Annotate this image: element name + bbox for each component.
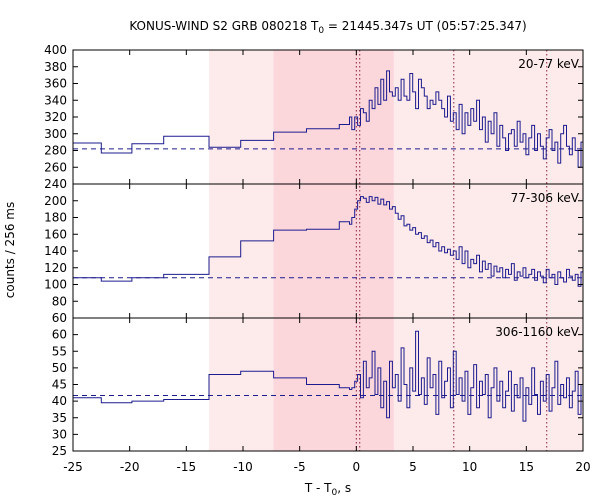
panel-3-y-tick-label: 50 <box>52 361 67 375</box>
panel-2-y-tick-label: 120 <box>44 261 67 275</box>
x-tick-label: 15 <box>519 460 534 474</box>
panel-3-y-tick-label: 40 <box>52 394 67 408</box>
panel-2-y-tick-label: 140 <box>44 244 67 258</box>
panel-2-y-tick-label: 160 <box>44 227 67 241</box>
panel-1-y-tick-label: 340 <box>44 93 67 107</box>
x-tick-label: -5 <box>294 460 306 474</box>
x-axis-label-main: T - T <box>304 481 332 495</box>
panel-1-light-curve <box>73 70 583 168</box>
shaded-region-1 <box>209 50 583 451</box>
panel-1-energy-label: 20-77 keV <box>518 57 580 71</box>
x-tick-label: 20 <box>575 460 590 474</box>
panel-1-y-tick-label: 360 <box>44 77 67 91</box>
panel-1-y-tick-label: 240 <box>44 177 67 191</box>
panel-3-energy-label: 306-1160 keV <box>495 325 579 339</box>
chart-title-main: KONUS-WIND S2 GRB 080218 T <box>129 19 319 33</box>
panel-1-y-tick-label: 280 <box>44 144 67 158</box>
x-axis-label: T - T0, s <box>304 481 351 498</box>
x-tick-label: -20 <box>120 460 140 474</box>
panel-2-y-tick-label: 60 <box>52 311 67 325</box>
panel-1-y-tick-label: 380 <box>44 60 67 74</box>
panel-3-y-tick-label: 45 <box>52 378 67 392</box>
x-tick-label: 10 <box>462 460 477 474</box>
panel-1-y-tick-label: 260 <box>44 160 67 174</box>
panel-2-y-tick-label: 200 <box>44 194 67 208</box>
x-tick-label: -25 <box>63 460 83 474</box>
x-tick-label: 5 <box>409 460 417 474</box>
shaded-region-2 <box>273 50 394 451</box>
x-axis-label-subscript: 0 <box>332 488 338 498</box>
panel-3-y-tick-label: 35 <box>52 411 67 425</box>
panel-2-energy-label: 77-306 keV <box>511 191 580 205</box>
panel-1-y-tick-label: 300 <box>44 127 67 141</box>
panel-3-y-tick-label: 30 <box>52 427 67 441</box>
panel-2-light-curve <box>73 196 583 287</box>
chart-title-subscript: 0 <box>318 26 324 36</box>
x-tick-label: -10 <box>233 460 253 474</box>
x-tick-label: 0 <box>353 460 361 474</box>
panel-2-y-tick-label: 180 <box>44 211 67 225</box>
panel-2-y-tick-label: 100 <box>44 278 67 292</box>
x-tick-label: -15 <box>177 460 197 474</box>
panel-1-y-tick-label: 400 <box>44 43 67 57</box>
chart-title-rest: = 21445.347s UT (05:57:25.347) <box>324 19 527 33</box>
panel-3-light-curve <box>73 330 583 422</box>
panel-2-y-tick-label: 80 <box>52 294 67 308</box>
y-axis-label: counts / 256 ms <box>3 202 17 298</box>
panel-1-y-tick-label: 320 <box>44 110 67 124</box>
x-axis-label-rest: , s <box>337 481 351 495</box>
panel-3-y-tick-label: 60 <box>52 328 67 342</box>
panel-3-y-tick-label: 25 <box>52 444 67 458</box>
panel-3-y-tick-label: 55 <box>52 344 67 358</box>
chart-title: KONUS-WIND S2 GRB 080218 T0 = 21445.347s… <box>129 19 526 36</box>
